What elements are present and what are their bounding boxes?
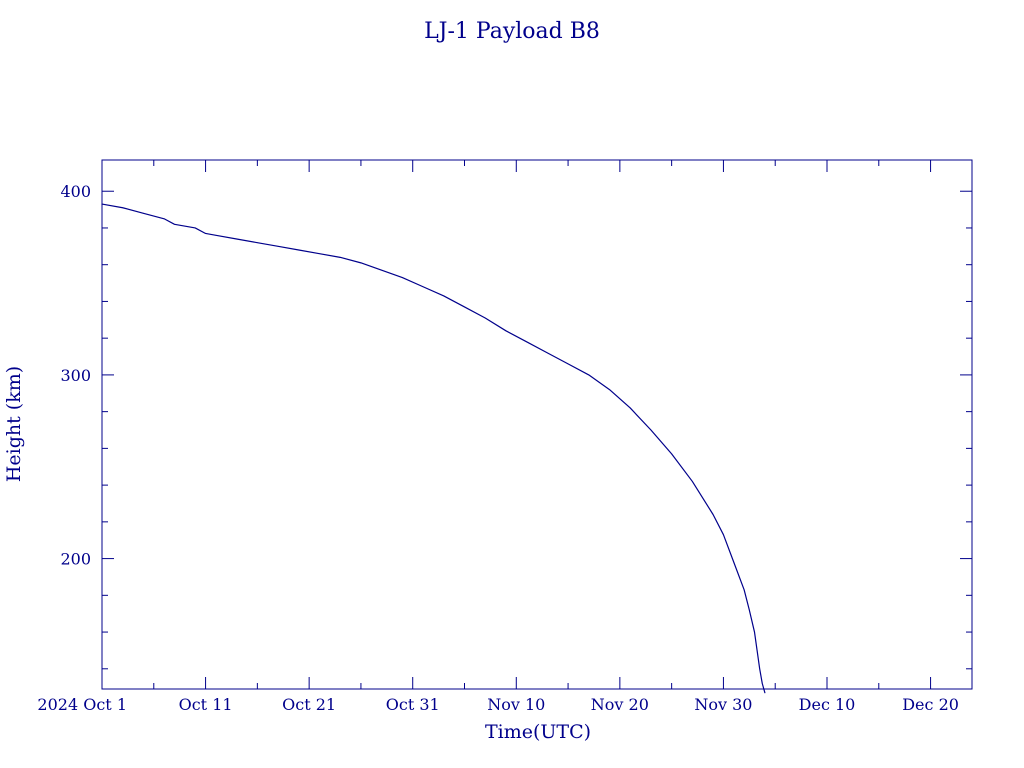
height-data-point [122, 207, 124, 209]
y-axis-title: Height (km) [3, 366, 25, 482]
height-data-point [692, 481, 693, 482]
height-data-point [547, 352, 548, 354]
height-data-point [194, 227, 196, 229]
height-data-point [174, 223, 175, 225]
height-data-point [215, 234, 217, 236]
height-data-point [754, 631, 755, 633]
height-data-point [205, 233, 206, 234]
y-tick-label: 400 [60, 182, 91, 201]
height-data-point [143, 212, 144, 214]
y-tick-label: 200 [60, 550, 91, 569]
height-data-point [748, 609, 750, 611]
axis-ticks [101, 160, 972, 689]
height-series-line [101, 203, 766, 694]
height-data-point [759, 668, 761, 670]
height-data-point [671, 453, 672, 455]
height-data-point [101, 203, 103, 205]
x-tick-label: Dec 20 [902, 695, 959, 714]
height-data-point [567, 363, 569, 365]
height-data-point [298, 249, 300, 251]
series-layer [101, 203, 766, 694]
x-tick-label: Nov 30 [694, 695, 752, 714]
height-data-point [756, 650, 758, 651]
height-data-point [402, 277, 403, 278]
height-data-point [257, 242, 258, 244]
height-data-point [360, 262, 362, 264]
x-tick-label: Oct 11 [179, 695, 233, 714]
height-data-point [761, 683, 763, 684]
height-data-point [743, 589, 745, 591]
height-data-point [650, 429, 652, 431]
height-data-point [505, 330, 507, 332]
tick-labels: 2024 Oct 1 Oct 11 Oct 21 Oct 31 Nov 10 Nov 20… [37, 182, 959, 714]
height-data-point [381, 269, 382, 271]
height-data-point [484, 317, 486, 319]
height-data-point [609, 389, 610, 390]
height-data-point [712, 514, 714, 515]
x-tick-label: 2024 Oct 1 [37, 695, 127, 714]
height-data-point [723, 534, 724, 536]
x-tick-label: Oct 31 [386, 695, 440, 714]
height-data-point [526, 341, 527, 343]
height-data-point [319, 253, 320, 255]
plot-area: 2024 Oct 1 Oct 11 Oct 21 Oct 31 Nov 10 Nov 20… [37, 159, 973, 714]
x-tick-label: Oct 21 [282, 695, 336, 714]
x-tick-label: Nov 20 [591, 695, 649, 714]
height-data-point [163, 218, 165, 220]
height-data-point [733, 561, 735, 563]
height-data-point [764, 692, 766, 694]
height-data-point [277, 245, 279, 247]
chart-title: LJ-1 Payload B8 [424, 19, 600, 44]
height-data-point [422, 286, 424, 288]
x-tick-label: Dec 10 [799, 695, 856, 714]
height-data-point [464, 306, 465, 308]
plot-frame [101, 159, 973, 690]
height-data-point [588, 374, 590, 376]
height-data-point [339, 257, 341, 258]
y-tick-label: 300 [60, 366, 91, 385]
height-data-point [443, 295, 445, 297]
x-axis-title: Time(UTC) [485, 721, 591, 743]
x-tick-label: Nov 10 [487, 695, 545, 714]
height-data-point [629, 407, 631, 409]
height-data-point [236, 238, 237, 240]
